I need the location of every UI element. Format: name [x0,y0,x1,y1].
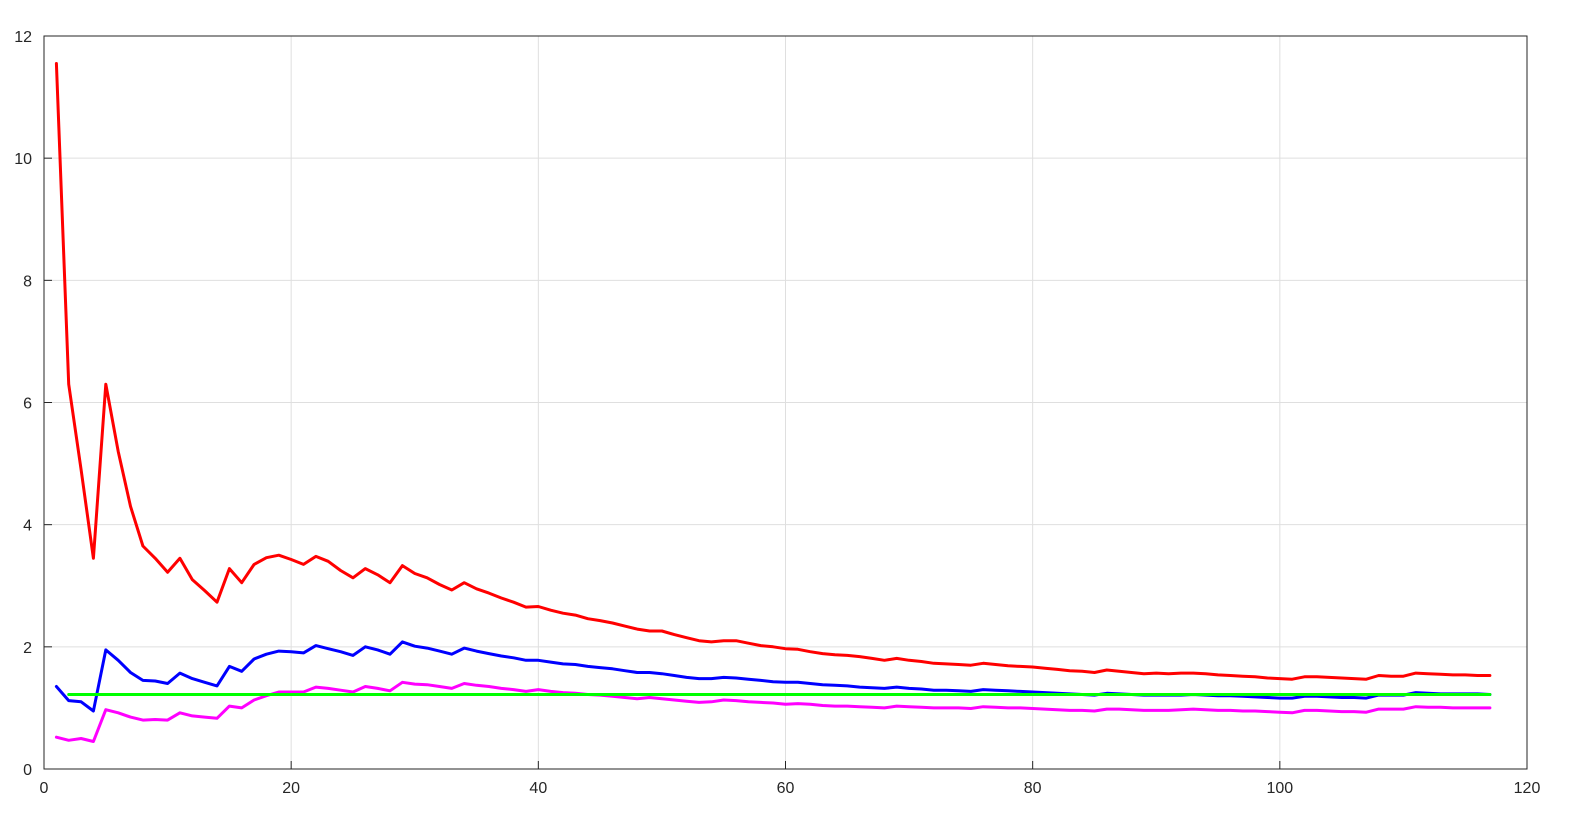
y-tick-label: 12 [14,29,32,46]
y-tick-label: 6 [23,396,32,413]
x-tick-label: 60 [777,780,795,797]
y-tick-label: 4 [23,518,32,535]
series-line-1 [54,62,1492,681]
grid [43,35,1528,770]
x-tick-label: 80 [1024,780,1042,797]
series-line-2 [54,640,1492,713]
y-tick-label: 8 [23,273,32,290]
x-axis-ticks: 0 20 40 60 80 100 120 [40,761,1541,797]
x-tick-label: 100 [1266,780,1293,797]
y-axis-ticks: 0 2 4 6 8 10 12 [14,29,52,779]
y-tick-label: 2 [23,640,32,657]
series-line-3 [54,680,1492,743]
x-tick-label: 0 [40,780,49,797]
series-group [54,62,1492,743]
x-tick-label: 20 [282,780,300,797]
y-tick-label: 10 [14,151,32,168]
x-tick-label: 40 [529,780,547,797]
x-tick-label: 120 [1514,780,1541,797]
y-tick-label: 0 [23,762,32,779]
